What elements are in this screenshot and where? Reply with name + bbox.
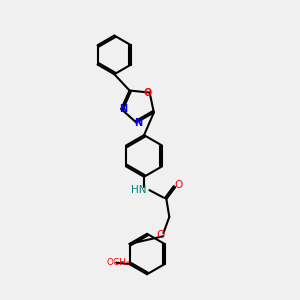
Text: O: O [175,180,183,190]
Text: OCH₃: OCH₃ [106,258,130,267]
Text: N: N [135,118,143,128]
Text: N: N [119,104,127,114]
Text: HN: HN [131,185,146,195]
Text: O: O [143,88,152,98]
Text: O: O [157,230,165,240]
